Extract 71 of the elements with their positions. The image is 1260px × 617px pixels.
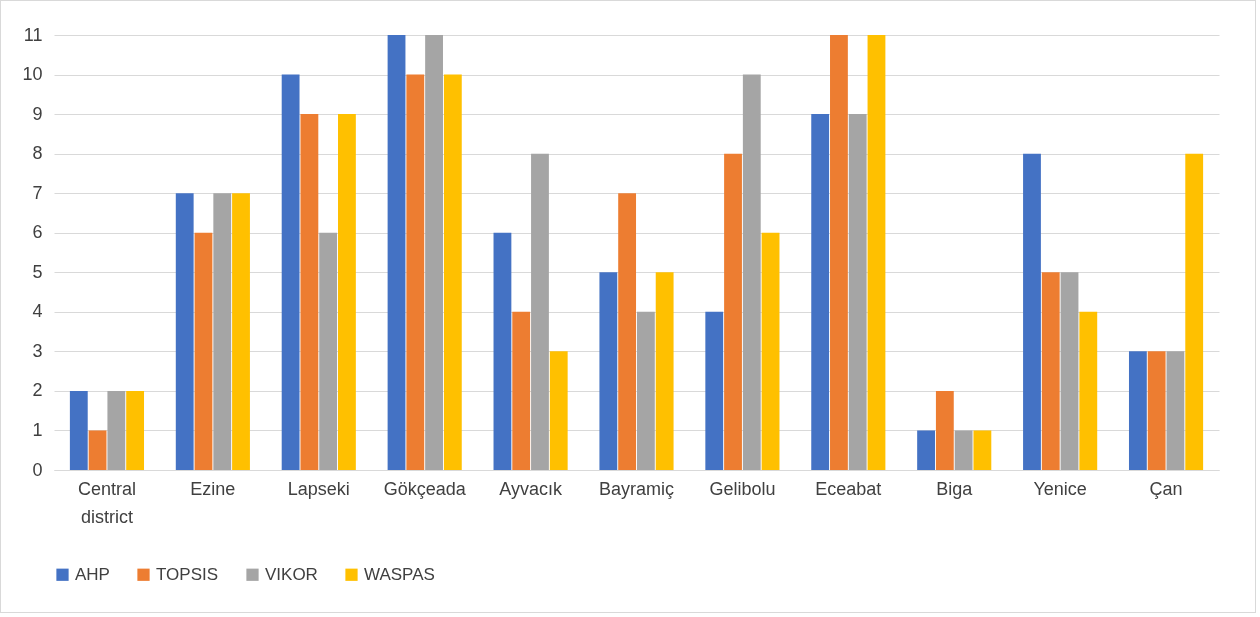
- x-tick-label: Central district: [77, 478, 136, 527]
- bar: [599, 272, 618, 470]
- bar: [443, 74, 462, 470]
- y-tick-label: 9: [32, 103, 43, 124]
- bar: [724, 153, 742, 470]
- x-tick-label: Ayvacık: [499, 478, 563, 499]
- bar: [232, 193, 250, 470]
- y-tick-label: 2: [32, 380, 43, 401]
- bar: [387, 35, 406, 470]
- bar: [830, 35, 848, 470]
- bar: [1185, 153, 1204, 470]
- x-tick-label: Ezine: [190, 478, 236, 499]
- bar: [338, 114, 356, 470]
- bar: [300, 114, 319, 470]
- bar: [1060, 272, 1079, 470]
- bar: [636, 311, 655, 470]
- bar: [917, 430, 935, 470]
- legend-label: VIKOR: [265, 564, 318, 584]
- bar: [1147, 351, 1166, 470]
- bar: [811, 114, 830, 470]
- x-tick-label: Yenice: [1033, 478, 1087, 499]
- bar: [973, 430, 992, 470]
- bar: [88, 430, 107, 470]
- x-tick-label: Lapseki: [287, 478, 350, 499]
- bar: [425, 35, 443, 470]
- x-tick-label: Gelibolu: [709, 478, 776, 499]
- bar: [406, 74, 425, 470]
- bar: [655, 272, 674, 470]
- y-tick-label: 7: [32, 182, 43, 203]
- bar: [107, 390, 126, 470]
- y-tick-label: 11: [23, 24, 43, 45]
- y-tick-label: 8: [32, 143, 43, 164]
- y-tick-label: 0: [32, 459, 43, 480]
- legend-label: AHP: [75, 564, 110, 584]
- bar: [618, 193, 637, 470]
- x-tick-label: Eceabat: [815, 478, 882, 499]
- bar: [1166, 351, 1185, 470]
- bar: [175, 193, 194, 470]
- bar: [761, 232, 780, 470]
- legend-label: TOPSIS: [156, 564, 219, 584]
- y-tick-label: 3: [32, 340, 43, 361]
- x-tick-label: Biga: [936, 478, 974, 499]
- bar: [549, 351, 568, 470]
- bar: [867, 35, 886, 470]
- bar: [935, 390, 954, 470]
- bar: [1079, 311, 1098, 470]
- y-tick-label: 1: [32, 419, 43, 440]
- bar: [319, 232, 338, 470]
- bar: [1023, 153, 1041, 470]
- legend-label: WASPAS: [364, 564, 435, 584]
- x-tick-label: Çan: [1149, 478, 1183, 499]
- bar: [281, 74, 300, 470]
- bar: [493, 232, 512, 470]
- y-tick-label: 6: [32, 222, 43, 243]
- bar: [512, 311, 531, 470]
- bar: [705, 311, 724, 470]
- bar: [742, 74, 761, 470]
- bar: [1128, 351, 1147, 470]
- bar: [194, 232, 213, 470]
- y-tick-label: 10: [22, 64, 43, 85]
- bar: [69, 390, 88, 470]
- bar: [1041, 272, 1060, 470]
- x-tick-label: Bayramiç: [598, 478, 675, 499]
- x-tick-label: Gökçeada: [383, 478, 467, 499]
- bar: [954, 430, 973, 470]
- y-tick-label: 4: [32, 301, 43, 322]
- bar: [126, 390, 145, 470]
- bar: [213, 193, 232, 470]
- bar: [531, 153, 549, 470]
- bar: [848, 114, 867, 470]
- y-tick-label: 5: [32, 261, 43, 282]
